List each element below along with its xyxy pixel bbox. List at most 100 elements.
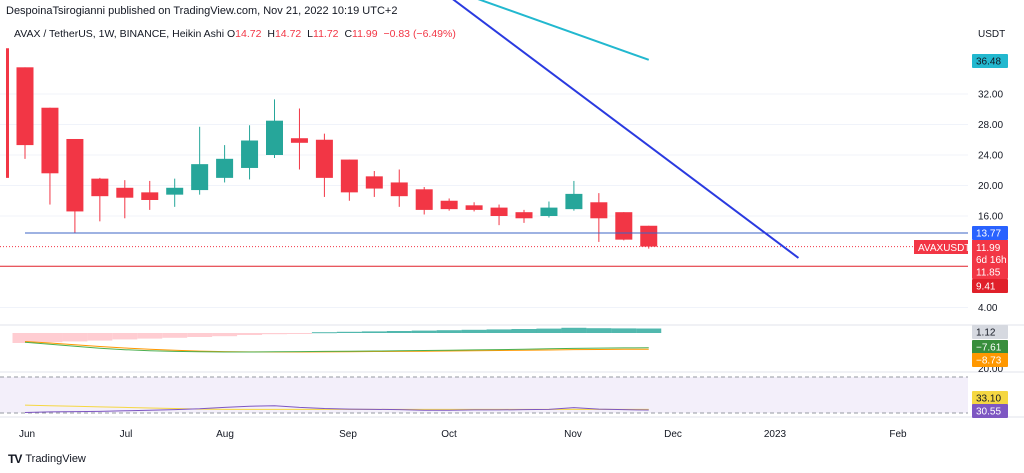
macd-histogram-bar xyxy=(162,333,188,338)
x-tick-label: Nov xyxy=(564,429,582,440)
candle-body xyxy=(216,158,234,178)
y-tick-label: 16.00 xyxy=(978,212,1003,223)
macd-histogram-bar xyxy=(137,333,163,339)
signal-line xyxy=(24,341,649,353)
macd-histogram-bar xyxy=(212,333,238,337)
symbol-legend: AVAX / TetherUS, 1W, BINANCE, Heikin Ash… xyxy=(14,28,456,40)
price-axis: 32.00 28.00 24.00 20.00 16.00 4.00 20.00 xyxy=(978,90,1003,376)
candle-body xyxy=(465,205,483,210)
signal-line-tag-bg xyxy=(972,353,1008,367)
red-level-tag-bg xyxy=(972,279,1008,293)
osc-tick-label: 20.00 xyxy=(978,364,1003,375)
trend-line-blue xyxy=(452,0,800,259)
trend-line-cyan xyxy=(477,0,650,61)
tradingview-brand: TradingView xyxy=(25,453,86,465)
last-price-tag-bg xyxy=(972,240,1008,266)
rsi-ma-tag-bg xyxy=(972,391,1008,405)
candle-body xyxy=(41,107,59,174)
support-tag-bg xyxy=(972,226,1008,241)
tradingview-logo[interactable]: TV TradingView xyxy=(8,452,86,466)
close-label: C xyxy=(344,28,353,40)
change-value: −0.83 (−6.49%) xyxy=(383,28,456,40)
macd-histogram-bar xyxy=(511,329,537,333)
close-value: 11.99 xyxy=(352,28,378,40)
candle-body xyxy=(590,202,608,219)
high-label: H xyxy=(267,28,275,40)
candle-body xyxy=(390,182,408,197)
candle-body xyxy=(490,207,508,216)
macd-histogram-bar xyxy=(286,333,312,334)
candle-edge xyxy=(6,48,9,178)
y-tick-label: 28.00 xyxy=(978,120,1003,131)
macd-line xyxy=(24,341,649,353)
currency-label: USDT xyxy=(978,29,1006,40)
symbol-tag: AVAXUSDT xyxy=(918,243,970,254)
macd-histogram-bar xyxy=(37,333,63,343)
open-label: O xyxy=(227,28,236,40)
macd-histogram-bar xyxy=(361,331,387,333)
macd-histogram-bar xyxy=(636,328,662,333)
macd-histogram-bar xyxy=(237,333,263,335)
macd-histogram-bar xyxy=(436,330,462,333)
support-tag: 13.77 xyxy=(976,229,1001,240)
candle-body xyxy=(615,212,633,240)
candle-body xyxy=(66,138,84,212)
macd-histogram-bar xyxy=(536,328,562,333)
candle-body xyxy=(365,176,383,189)
candle-body xyxy=(540,207,558,216)
candle-body xyxy=(315,139,333,178)
x-tick-label: Feb xyxy=(889,429,907,440)
time-axis: Jun Jul Aug Sep Oct Nov Dec 2023 Feb xyxy=(19,429,907,440)
overlay-lines xyxy=(0,0,968,267)
macd-histogram-bar xyxy=(486,329,512,333)
macd-line-tag-bg xyxy=(972,340,1008,354)
rsi-panel xyxy=(24,404,649,413)
candle-body xyxy=(565,193,583,210)
x-tick-label: Oct xyxy=(441,429,457,440)
low-label: L xyxy=(307,28,314,40)
low-marker-tag: 11.85 xyxy=(976,268,1001,279)
macd-histogram-bar xyxy=(87,333,113,341)
candle-body xyxy=(241,140,259,168)
x-tick-label: Sep xyxy=(339,429,357,440)
countdown-tag: 6d 16h xyxy=(976,255,1007,266)
rsi-ma-tag: 33.10 xyxy=(976,394,1001,405)
candle-body xyxy=(440,200,458,210)
low-value: 11.72 xyxy=(313,28,339,40)
x-tick-label: Dec xyxy=(664,429,682,440)
candle-body xyxy=(640,225,658,247)
candle-body xyxy=(116,187,134,198)
rsi-tag-bg xyxy=(972,404,1008,418)
high-value: 14.72 xyxy=(274,28,302,40)
macd-histogram-bar xyxy=(187,333,213,337)
macd-histogram-bar xyxy=(561,327,587,333)
candle-series xyxy=(6,48,658,249)
chart-grid xyxy=(0,93,968,308)
y-tick-label: 24.00 xyxy=(978,151,1003,162)
y-tick-label: 4.00 xyxy=(978,303,998,314)
macd-hist-tag-bg xyxy=(972,325,1008,339)
x-tick-label: 2023 xyxy=(764,429,787,440)
macd-line-tag: −7.61 xyxy=(976,343,1002,354)
open-value: 14.72 xyxy=(235,28,262,40)
x-tick-label: Aug xyxy=(216,429,234,440)
macd-histogram-bar xyxy=(62,333,88,342)
macd-histogram-bar xyxy=(12,333,38,343)
macd-histogram-bar xyxy=(311,332,337,334)
x-tick-label: Jun xyxy=(19,429,35,440)
symbol-tag-bg xyxy=(914,240,968,254)
macd-histogram-bar xyxy=(386,331,412,333)
macd-histogram-bar xyxy=(586,328,612,333)
symbol-title: AVAX / TetherUS, 1W, BINANCE, Heikin Ash… xyxy=(14,28,225,40)
candle-body xyxy=(515,212,533,219)
y-tick-label: 32.00 xyxy=(978,90,1003,101)
last-price-tag: 11.99 xyxy=(976,243,1001,254)
macd-panel xyxy=(12,327,662,353)
oscillator-panels xyxy=(0,324,1024,418)
y-tick-label: 20.00 xyxy=(978,181,1003,192)
tradingview-mark-icon: TV xyxy=(8,452,22,466)
low-marker-tag-bg xyxy=(972,265,1008,279)
trend-line-tag: 36.48 xyxy=(976,57,1001,68)
candle-body xyxy=(141,192,159,200)
